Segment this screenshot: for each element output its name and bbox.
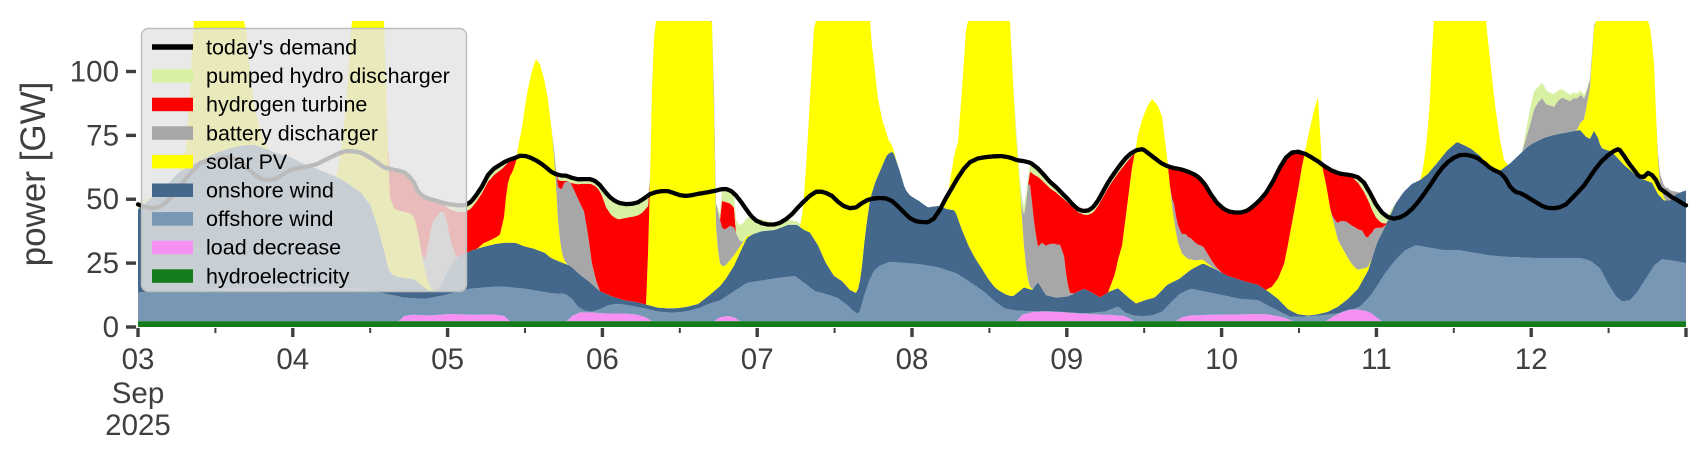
svg-text:battery discharger: battery discharger — [206, 121, 378, 145]
svg-text:11: 11 — [1361, 343, 1392, 376]
svg-text:05: 05 — [431, 343, 464, 376]
svg-text:08: 08 — [896, 343, 929, 376]
svg-text:50: 50 — [86, 183, 119, 216]
svg-text:Sep: Sep — [112, 377, 165, 410]
svg-text:offshore wind: offshore wind — [206, 207, 334, 231]
svg-text:25: 25 — [86, 247, 119, 280]
svg-text:2025: 2025 — [105, 409, 171, 442]
svg-text:hydroelectricity: hydroelectricity — [206, 264, 350, 288]
svg-text:load decrease: load decrease — [206, 236, 341, 260]
svg-text:03: 03 — [122, 343, 155, 376]
svg-text:solar PV: solar PV — [206, 150, 288, 174]
svg-text:pumped hydro discharger: pumped hydro discharger — [206, 64, 450, 88]
svg-text:power [GW]: power [GW] — [14, 82, 53, 267]
svg-text:hydrogen turbine: hydrogen turbine — [206, 93, 367, 117]
svg-text:10: 10 — [1205, 343, 1238, 376]
svg-text:06: 06 — [586, 343, 619, 376]
svg-text:12: 12 — [1515, 343, 1548, 376]
svg-text:07: 07 — [741, 343, 774, 376]
svg-text:75: 75 — [86, 119, 119, 152]
svg-text:09: 09 — [1050, 343, 1083, 376]
svg-text:onshore wind: onshore wind — [206, 179, 334, 203]
svg-text:0: 0 — [103, 311, 119, 344]
svg-text:100: 100 — [70, 56, 119, 89]
svg-text:today's demand: today's demand — [206, 36, 357, 60]
svg-text:04: 04 — [276, 343, 309, 376]
